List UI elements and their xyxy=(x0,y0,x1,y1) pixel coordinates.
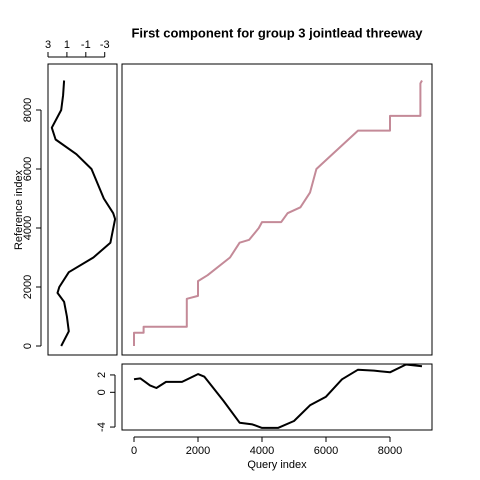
data-line xyxy=(50,80,117,347)
x-tick-label: 1 xyxy=(64,39,70,51)
y-tick-label: 2000 xyxy=(22,275,34,299)
x-tick-label: 4000 xyxy=(250,445,274,457)
x-tick-label: -1 xyxy=(81,39,91,51)
bottom-frame xyxy=(121,363,433,431)
x-tick-label: 8000 xyxy=(378,445,402,457)
x-tick-label: 3 xyxy=(45,39,51,51)
x-axis-label: Query index xyxy=(247,459,307,471)
x-tick-label: 2000 xyxy=(186,445,210,457)
y-tick-label: -4 xyxy=(96,422,108,432)
main-frame xyxy=(121,63,433,356)
y-axis-label: Reference index xyxy=(13,169,25,250)
left-frame xyxy=(47,63,118,356)
data-line xyxy=(133,80,423,346)
x-tick-label: 6000 xyxy=(314,445,338,457)
data-line xyxy=(133,363,423,429)
y-tick-label: 0 xyxy=(96,389,108,395)
y-tick-label: 2 xyxy=(96,372,108,378)
chart-title: First component for group 3 jointlead th… xyxy=(131,25,423,40)
x-tick-label: -3 xyxy=(100,39,110,51)
x-tick-label: 0 xyxy=(131,445,137,457)
y-tick-label: 4000 xyxy=(22,216,34,240)
y-tick-label: 0 xyxy=(22,343,34,349)
y-tick-label: 8000 xyxy=(22,98,34,122)
y-tick-label: 6000 xyxy=(22,157,34,181)
